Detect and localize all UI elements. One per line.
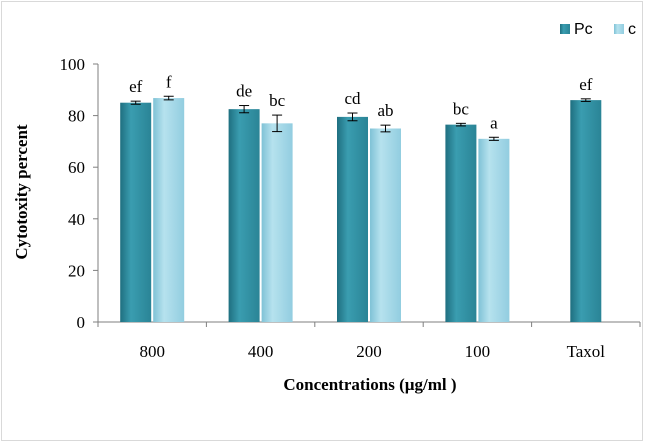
bar-c: [261, 123, 293, 322]
significance-letter: bc: [453, 99, 470, 118]
x-tick-label: 200: [356, 342, 382, 361]
legend-swatch-pc: [560, 24, 570, 34]
significance-letter: f: [166, 72, 172, 91]
x-tick-label: 100: [465, 342, 491, 361]
x-tick-label: 400: [248, 342, 274, 361]
bar-pc: [445, 124, 477, 322]
significance-letter: ef: [129, 77, 143, 96]
legend-label-pc: Pc: [574, 21, 593, 38]
bar-c: [370, 128, 401, 322]
y-tick-label: 20: [68, 261, 85, 280]
legend-label-c: c: [628, 21, 636, 38]
y-tick-label: 60: [68, 158, 85, 177]
significance-letter: ef: [579, 75, 593, 94]
significance-letter: ab: [377, 101, 393, 120]
significance-letter: a: [490, 113, 498, 132]
bar-pc: [228, 109, 260, 323]
x-axis-label: Concentrations (µg/ml ): [283, 375, 456, 394]
y-tick-label: 0: [77, 313, 86, 332]
bar-pc: [570, 100, 602, 323]
x-tick-label: 800: [139, 342, 165, 361]
bar-c: [478, 138, 510, 322]
significance-letter: bc: [269, 91, 286, 110]
y-axis-label: Cytotoxity percent: [12, 124, 31, 260]
bar-pc: [120, 102, 152, 322]
axes: 0 20 40 60 80 100 800 400 200 100 Taxol: [60, 55, 641, 361]
y-tick-label: 80: [68, 107, 85, 126]
x-tick-label: Taxol: [567, 342, 606, 361]
y-tick-label: 100: [60, 55, 86, 74]
significance-letter: de: [236, 82, 252, 101]
legend-swatch-c: [614, 24, 624, 34]
bar-c: [153, 98, 185, 322]
legend: Pc c: [560, 21, 636, 38]
bar-pc: [337, 116, 368, 322]
y-tick-label: 40: [68, 210, 85, 229]
significance-letter: cd: [344, 89, 361, 108]
